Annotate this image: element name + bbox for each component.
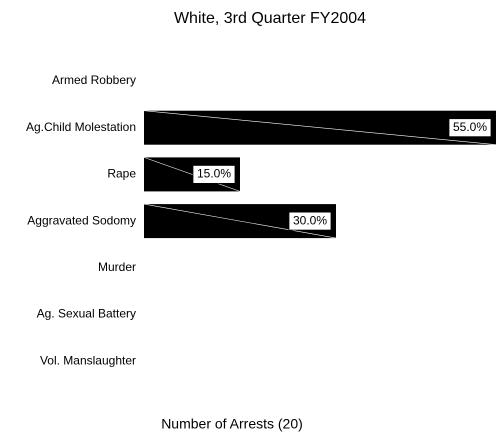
bar-highlight <box>143 110 497 145</box>
bar-highlight <box>143 157 241 192</box>
y-tick-label: Ag.Child Molestation <box>26 120 136 134</box>
value-label: 55.0% <box>453 120 487 134</box>
value-label: 15.0% <box>197 167 231 181</box>
y-tick-label: Ag. Sexual Battery <box>37 307 136 321</box>
value-label-box <box>192 164 236 184</box>
value-label: 30.0% <box>293 213 327 227</box>
value-label-box <box>448 118 492 138</box>
value-label-box <box>288 211 332 231</box>
y-tick-label: Vol. Manslaughter <box>40 353 136 367</box>
x-axis-title: Number of Arrests (20) <box>161 416 303 432</box>
y-tick-label: Aggravated Sodomy <box>27 213 136 227</box>
y-tick-label: Armed Robbery <box>52 73 136 87</box>
bar-highlight <box>143 203 337 239</box>
chart-title: White, 3rd Quarter FY2004 <box>174 10 366 27</box>
y-tick-label: Murder <box>98 260 136 274</box>
y-tick-label: Rape <box>107 167 136 181</box>
